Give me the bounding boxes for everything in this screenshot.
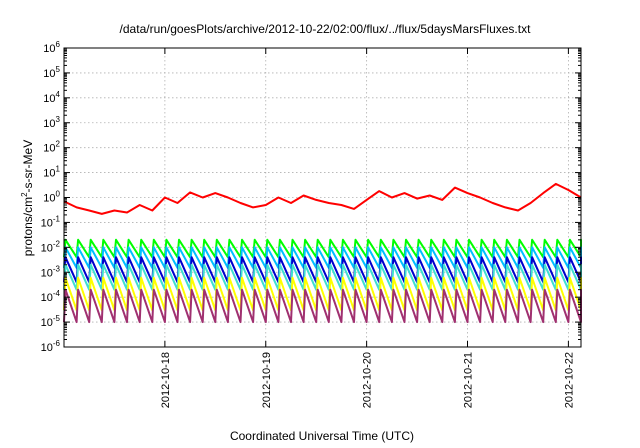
y-tick-label: 10-5 bbox=[41, 314, 61, 329]
ticks bbox=[64, 47, 581, 348]
y-tick-label: 10-6 bbox=[41, 339, 61, 354]
x-tick-label: 2012-10-20 bbox=[362, 352, 374, 408]
y-axis-label: protons/cm2-s-sr-MeV bbox=[20, 140, 35, 256]
chart-title: /data/run/goesPlots/archive/2012-10-22/0… bbox=[120, 22, 532, 36]
x-tick-label: 2012-10-22 bbox=[563, 352, 575, 408]
x-tick-label: 2012-10-21 bbox=[463, 352, 475, 408]
x-axis-label: Coordinated Universal Time (UTC) bbox=[230, 429, 414, 443]
x-tick-label: 2012-10-18 bbox=[160, 352, 172, 408]
x-tick-labels: 2012-10-18 2012-10-19 2012-10-20 2012-10-21… bbox=[160, 352, 576, 408]
y-tick-label: 10-1 bbox=[41, 214, 61, 229]
y-tick-label: 10-3 bbox=[41, 264, 61, 279]
y-tick-labels: 10-6 10-5 10-4 10-3 10-2 10-1 100 101 102 103 104 1… bbox=[41, 40, 61, 354]
y-tick-label: 102 bbox=[43, 140, 60, 155]
y-tick-label: 105 bbox=[43, 65, 60, 80]
series-group bbox=[63, 182, 582, 324]
y-tick-label: 10-4 bbox=[41, 289, 61, 304]
x-tick-label: 2012-10-19 bbox=[261, 352, 273, 408]
y-tick-label: 10-2 bbox=[41, 239, 61, 254]
y-tick-label: 106 bbox=[43, 40, 60, 55]
y-tick-label: 103 bbox=[43, 115, 60, 130]
y-tick-label: 100 bbox=[43, 190, 60, 205]
series-line-1 bbox=[63, 182, 582, 215]
y-tick-label: 104 bbox=[43, 90, 60, 105]
y-tick-label: 101 bbox=[43, 165, 60, 180]
series-line-7 bbox=[63, 288, 582, 324]
